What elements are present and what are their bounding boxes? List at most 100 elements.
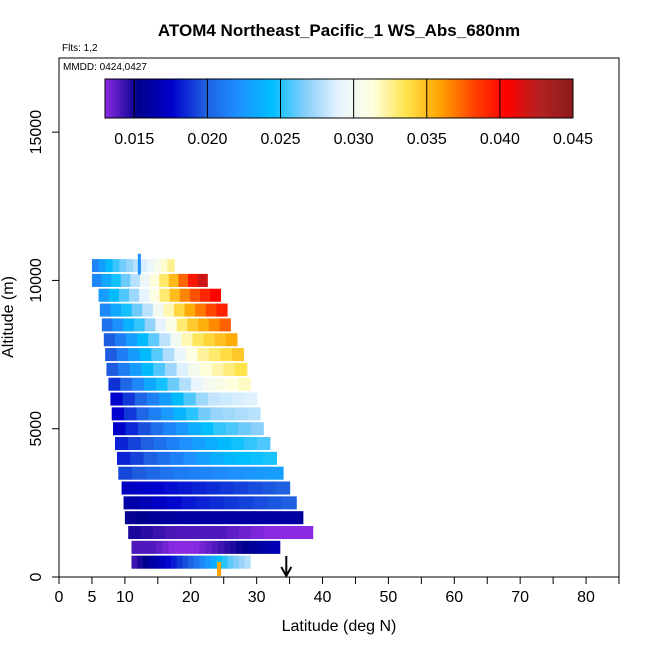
heatmap-cell — [139, 288, 150, 302]
x-tick-label: 0 — [55, 589, 64, 606]
x-tick-label: 20 — [182, 589, 200, 606]
heatmap-cell — [112, 259, 120, 273]
heatmap-cell — [143, 451, 158, 465]
heatmap-cell — [155, 318, 167, 332]
heatmap-cell — [118, 466, 133, 480]
colorbar-tick-label: 0.045 — [553, 131, 593, 148]
heatmap-cell — [123, 318, 135, 332]
heatmap-cell — [231, 348, 245, 362]
heatmap-cell — [133, 318, 146, 332]
heatmap-cell — [269, 466, 284, 480]
heatmap-cell — [300, 525, 314, 540]
heatmap-cell — [255, 466, 270, 480]
heatmap-cell — [233, 481, 249, 495]
heatmap-cell — [178, 273, 189, 287]
x-tick-label: 5 — [87, 589, 96, 606]
heatmap-cell — [176, 362, 189, 376]
heatmap-cell — [174, 348, 187, 362]
heatmap-cell — [154, 555, 161, 569]
heatmap-cell — [183, 392, 197, 406]
heatmap-cell — [159, 288, 171, 302]
heatmap-cell — [199, 540, 207, 554]
heatmap-cell — [143, 377, 157, 391]
heatmap-cell — [192, 437, 206, 451]
heatmap-cell — [153, 362, 166, 376]
heatmap-cell — [105, 348, 118, 362]
heatmap-cell — [191, 481, 207, 495]
heatmap-cell — [219, 318, 231, 332]
heatmap-cell — [235, 407, 249, 421]
heatmap-cell — [145, 466, 161, 480]
heatmap-cell — [249, 451, 264, 465]
heatmap-cell — [279, 511, 292, 525]
heatmap-cell — [132, 377, 145, 391]
heatmap-cell — [203, 333, 216, 347]
colorbar-tick-label: 0.015 — [114, 131, 154, 148]
heatmap-cell — [136, 511, 150, 525]
heatmap-cell — [166, 437, 181, 451]
heatmap-cell — [267, 511, 280, 525]
heatmap-cell — [225, 422, 239, 436]
heatmap-cell — [139, 273, 151, 287]
heatmap-cell — [187, 555, 195, 569]
heatmap-cell — [149, 273, 160, 287]
heatmap-cell — [170, 333, 183, 347]
heatmap-cell — [214, 466, 229, 480]
heatmap-cell — [216, 303, 228, 317]
heatmap-cell — [205, 437, 219, 451]
heatmap-cell — [118, 288, 130, 302]
heatmap-cell — [196, 451, 211, 465]
heatmap-cell — [132, 466, 147, 480]
heatmap-cell — [205, 481, 221, 495]
heatmap-cell — [180, 540, 188, 554]
colorbar: 0.015 0.020 0.025 0.030 0.035 0.040 0.045 — [104, 78, 593, 148]
heatmap-cell — [121, 303, 133, 317]
heatmap-cell — [200, 422, 214, 436]
heatmap-cell — [142, 303, 154, 317]
heatmap-cell — [176, 555, 183, 569]
heatmap-cell — [131, 555, 138, 569]
heatmap-cell — [231, 437, 245, 451]
heatmap-cell — [149, 288, 161, 302]
heatmap-cell — [119, 259, 127, 273]
heatmap-cell — [261, 481, 277, 495]
heatmap-cells — [91, 259, 314, 569]
heatmap-cell — [253, 496, 269, 510]
heatmap-cell — [172, 511, 185, 525]
heatmap-cell — [200, 466, 215, 480]
heatmap-cell — [208, 318, 221, 332]
heatmap-cell — [225, 333, 238, 347]
heatmap-cell — [156, 540, 163, 554]
heatmap-cell — [192, 333, 205, 347]
flights-label: Flts: 1,2 — [62, 43, 98, 54]
heatmap-cell — [91, 273, 103, 287]
x-tick-label: 60 — [445, 589, 463, 606]
heatmap-cell — [173, 466, 188, 480]
heatmap-cell — [220, 348, 233, 362]
y-tick-label: 5000 — [28, 411, 45, 447]
colorbar-ticks: 0.015 0.020 0.025 0.030 0.035 0.040 0.045 — [114, 79, 593, 148]
heatmap-cell — [163, 422, 177, 436]
heatmap-cell — [188, 362, 201, 376]
colorbar-tick-label: 0.040 — [480, 131, 520, 148]
heatmap-cell — [227, 555, 234, 569]
heatmap-cell — [122, 392, 136, 406]
heatmap-cell — [165, 555, 172, 569]
heatmap-cell — [193, 555, 200, 569]
heatmap-cell — [210, 288, 222, 302]
heatmap-cell — [195, 303, 207, 317]
heatmap-cell — [175, 422, 189, 436]
heatmap-cell — [207, 392, 221, 406]
heatmap-cell — [162, 348, 175, 362]
heatmap-cell — [163, 481, 179, 495]
heatmap-cell — [130, 451, 145, 465]
heatmap-cell — [251, 525, 265, 540]
heatmap-cell — [267, 540, 275, 554]
heatmap-cell — [179, 288, 191, 302]
heatmap-cell — [131, 303, 143, 317]
heatmap-cell — [184, 511, 197, 525]
heatmap-cell — [121, 481, 137, 495]
heatmap-cell — [238, 496, 254, 510]
heatmap-cell — [181, 496, 197, 510]
